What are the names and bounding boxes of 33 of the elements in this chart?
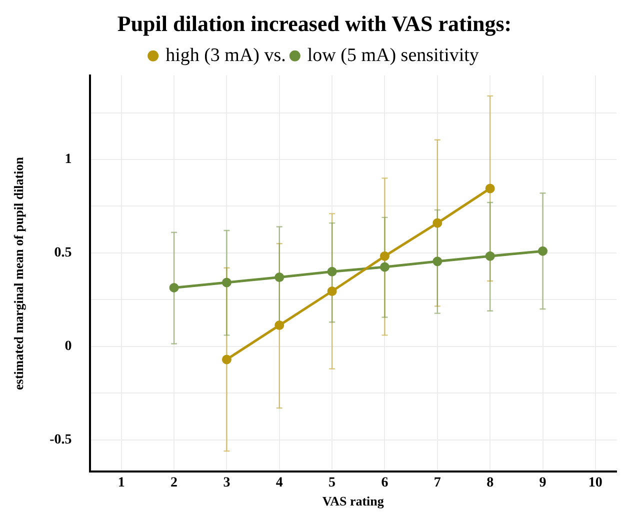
point [432, 218, 442, 228]
x-tick-label: 2 [170, 476, 178, 491]
point [432, 256, 442, 266]
point [222, 278, 232, 288]
y-tick-label: 0 [64, 338, 72, 354]
point [274, 272, 284, 282]
x-tick-label: 9 [539, 476, 546, 491]
y-tick-label: -0.5 [50, 432, 72, 448]
point [538, 246, 548, 256]
x-tick-label: 10 [588, 476, 602, 491]
chart-title: Pupil dilation increased with VAS ratings: [117, 10, 512, 36]
x-tick-label: 1 [118, 476, 125, 491]
point [327, 286, 337, 296]
legend-label: low (5 mA) sensitivity [307, 44, 480, 66]
legend-label: high (3 mA) vs. [166, 44, 286, 66]
point [274, 320, 284, 330]
point [222, 354, 232, 364]
point [485, 251, 495, 261]
point [485, 184, 495, 194]
y-tick-label: 0.5 [54, 246, 72, 261]
y-axis-title: estimated marginal mean of pupil dilation [11, 156, 26, 390]
x-axis-title: VAS rating [322, 494, 384, 509]
x-tick-label: 4 [276, 476, 283, 491]
point [169, 282, 179, 292]
x-tick-label: 7 [434, 476, 441, 491]
x-tick-label: 3 [223, 476, 230, 491]
y-tick-label: 1 [64, 152, 72, 168]
point [380, 251, 390, 261]
point [327, 266, 337, 276]
x-tick-label: 5 [328, 476, 336, 491]
point [380, 262, 390, 272]
x-tick-label: 6 [381, 476, 388, 491]
x-tick-label: 8 [486, 476, 494, 491]
